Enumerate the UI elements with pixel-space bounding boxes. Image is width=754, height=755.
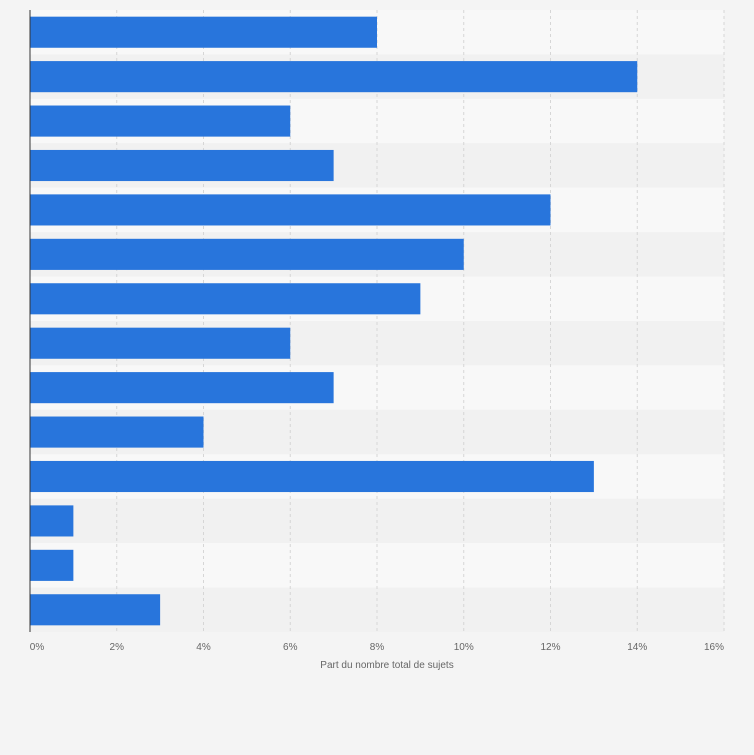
x-axis-label: Part du nombre total de sujets <box>320 660 453 671</box>
x-tick-label: 16% <box>704 642 724 653</box>
bar[interactable] <box>30 460 594 493</box>
bar[interactable] <box>30 149 334 182</box>
x-tick-label: 6% <box>283 642 298 653</box>
x-tick-label: 8% <box>370 642 385 653</box>
x-axis-ticks: 0% 2% 4% 6% 8% 10% 12% 14% 16% <box>30 642 724 653</box>
x-tick-label: 4% <box>196 642 211 653</box>
bar[interactable] <box>30 105 291 137</box>
bar[interactable] <box>30 416 204 448</box>
bar[interactable] <box>30 549 74 581</box>
bar[interactable] <box>30 194 551 226</box>
bar[interactable] <box>30 16 377 48</box>
bar[interactable] <box>30 283 421 315</box>
bar[interactable] <box>30 372 334 404</box>
bar[interactable] <box>30 594 161 626</box>
bars <box>30 16 638 626</box>
x-tick-label: 0% <box>30 642 45 653</box>
x-tick-label: 12% <box>540 642 560 653</box>
x-tick-label: 10% <box>454 642 474 653</box>
bar[interactable] <box>30 327 291 359</box>
bar[interactable] <box>30 505 74 537</box>
x-tick-label: 2% <box>110 642 125 653</box>
bar[interactable] <box>30 238 464 270</box>
bar[interactable] <box>30 61 638 93</box>
x-tick-label: 14% <box>627 642 647 653</box>
